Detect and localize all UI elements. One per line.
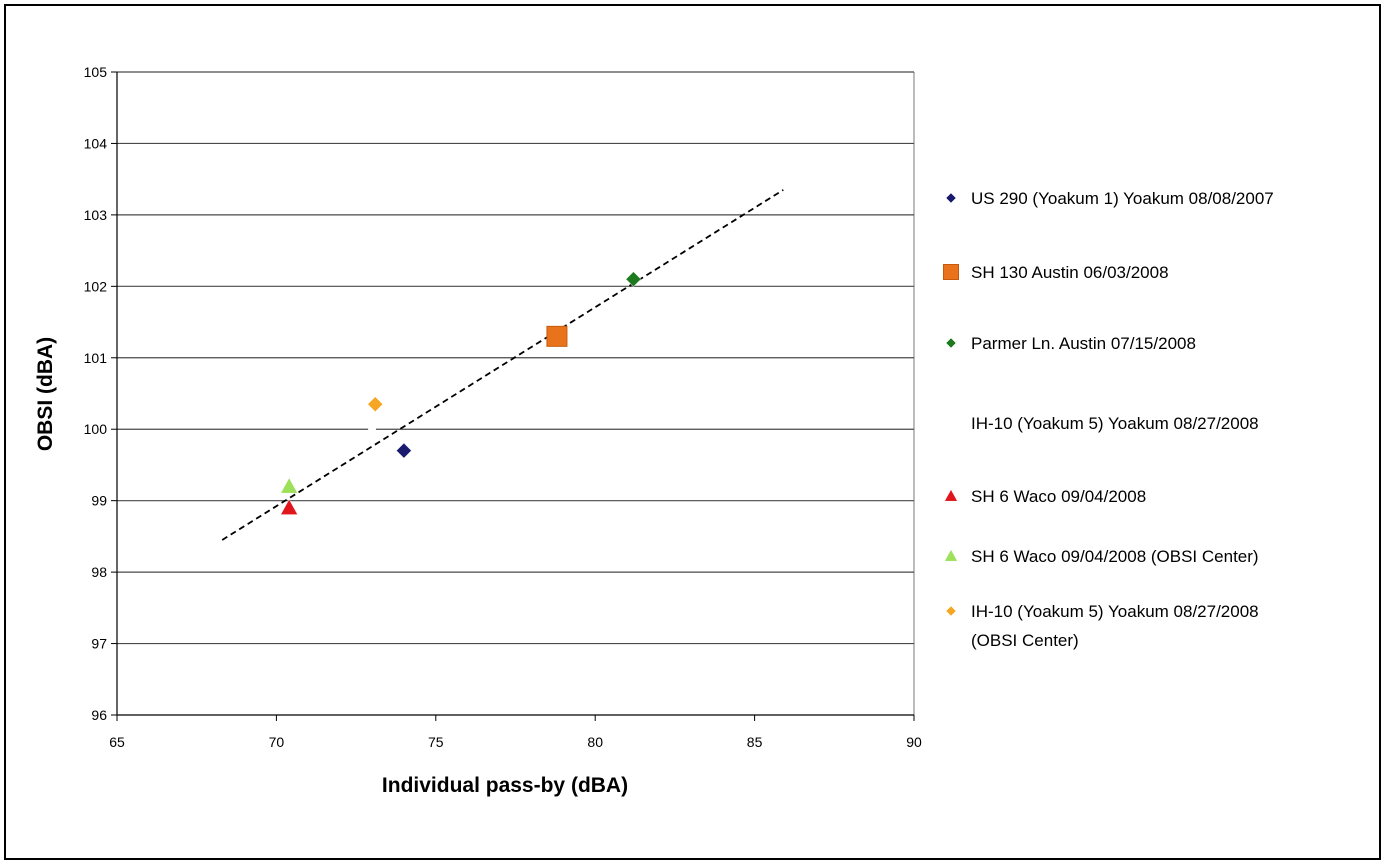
x-tick-label: 80 bbox=[587, 734, 603, 750]
legend-marker-4 bbox=[948, 420, 954, 426]
x-tick-label: 90 bbox=[906, 734, 922, 750]
legend-label-7: IH-10 (Yoakum 5) Yoakum 08/27/2008 bbox=[971, 602, 1259, 621]
legend-label-6: SH 6 Waco 09/04/2008 (OBSI Center) bbox=[971, 547, 1259, 566]
legend-marker-6 bbox=[944, 548, 958, 562]
legend-label-7: (OBSI Center) bbox=[971, 631, 1079, 650]
trendline bbox=[221, 189, 784, 541]
legend-label-3: Parmer Ln. Austin 07/15/2008 bbox=[971, 334, 1196, 353]
legend-label-5: SH 6 Waco 09/04/2008 bbox=[971, 487, 1146, 506]
marker-layer bbox=[280, 271, 642, 515]
chart-frame bbox=[4, 4, 1381, 860]
legend-label-1: US 290 (Yoakum 1) Yoakum 08/08/2007 bbox=[971, 189, 1274, 208]
data-point-series-4 bbox=[368, 425, 377, 434]
legend-marker-3 bbox=[945, 337, 957, 349]
axis-layer: 96 97 98 99 100 101 102 103 104 105 65 70 75 80 85 90 bbox=[84, 64, 922, 750]
x-tick-label: 75 bbox=[428, 734, 444, 750]
y-tick-label: 98 bbox=[91, 564, 107, 580]
x-axis-title: Individual pass-by (dBA) bbox=[382, 774, 628, 797]
trendline-layer bbox=[221, 189, 784, 541]
legend: US 290 (Yoakum 1) Yoakum 08/08/2007 SH 13… bbox=[943, 189, 1274, 650]
y-tick-label: 102 bbox=[84, 278, 108, 294]
y-tick-label: 99 bbox=[91, 493, 107, 509]
legend-marker-5 bbox=[944, 488, 958, 502]
data-point-series-3 bbox=[625, 271, 642, 288]
grid-layer bbox=[117, 71, 915, 715]
y-tick-label: 101 bbox=[84, 350, 108, 366]
data-point-series-1 bbox=[396, 442, 412, 459]
y-tick-label: 96 bbox=[91, 707, 107, 723]
data-point-series-7 bbox=[367, 396, 384, 413]
x-tick-label: 65 bbox=[109, 734, 125, 750]
legend-label-4: IH-10 (Yoakum 5) Yoakum 08/27/2008 bbox=[971, 414, 1259, 433]
legend-label-2: SH 130 Austin 06/03/2008 bbox=[971, 263, 1169, 282]
x-tick-label: 85 bbox=[747, 734, 763, 750]
y-tick-label: 104 bbox=[84, 135, 108, 151]
legend-marker-1 bbox=[945, 192, 957, 204]
data-point-series-5 bbox=[280, 498, 299, 515]
x-tick-label: 70 bbox=[269, 734, 285, 750]
data-point-series-2 bbox=[546, 325, 568, 347]
y-tick-label: 105 bbox=[84, 64, 108, 80]
legend-marker-7 bbox=[945, 605, 957, 617]
y-tick-label: 97 bbox=[91, 636, 107, 652]
y-tick-label: 103 bbox=[84, 207, 108, 223]
data-point-series-6 bbox=[280, 477, 299, 494]
y-tick-label: 100 bbox=[84, 421, 108, 437]
y-axis-title: OBSI (dBA) bbox=[34, 337, 57, 451]
legend-marker-2 bbox=[943, 264, 959, 280]
